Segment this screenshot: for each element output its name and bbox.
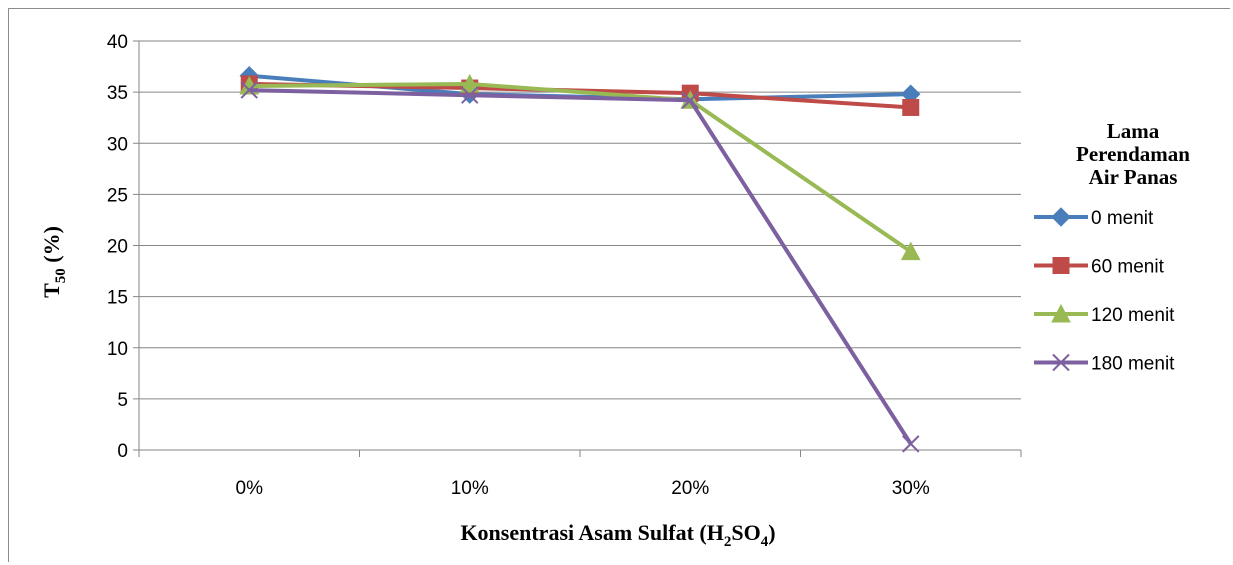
y-tick-labels: 0 5 10 15 20 25 30 35 40 — [107, 32, 128, 462]
x-tick-label: 20% — [671, 478, 709, 499]
legend-title-line-3: Air Panas — [1089, 165, 1178, 189]
legend-item: 120 menit — [1034, 303, 1175, 326]
y-tick-label: 25 — [107, 185, 128, 206]
legend-label: 120 menit — [1091, 305, 1175, 326]
legend-item: 60 menit — [1034, 257, 1165, 278]
y-tick-label: 10 — [107, 339, 128, 360]
legend: Lama Perendaman Air Panas 0 menit 60 meni… — [1034, 119, 1190, 375]
legend-item: 0 menit — [1034, 207, 1154, 229]
data-point — [461, 86, 479, 104]
legend-item: 180 menit — [1034, 354, 1175, 375]
chart-frame — [8, 8, 1230, 562]
legend-title-line-1: Lama — [1107, 119, 1160, 143]
y-tick-label: 15 — [107, 288, 128, 309]
data-point — [900, 241, 921, 261]
series-line — [249, 88, 913, 445]
legend-label: 180 menit — [1091, 354, 1175, 375]
legend-marker — [1052, 353, 1070, 372]
x-tick-labels: 0% 10% 20% 30% — [236, 478, 930, 499]
series-lines — [239, 66, 921, 453]
legend-title-line-2: Perendaman — [1076, 142, 1190, 166]
data-point — [240, 81, 258, 99]
gridlines — [139, 40, 1021, 400]
series-line — [249, 81, 912, 254]
y-tick-label: 40 — [107, 32, 128, 53]
y-axis-title: T50 (%) — [39, 226, 69, 298]
legend-label: 60 menit — [1091, 257, 1165, 278]
series-4 — [240, 81, 920, 453]
x-axis-title: Konsentrasi Asam Sulfat (H2SO4) — [460, 520, 775, 550]
y-tick-label: 35 — [107, 83, 128, 104]
y-tick-label: 0 — [117, 441, 128, 462]
y-tick-label: 30 — [107, 134, 128, 155]
data-point — [681, 91, 699, 110]
legend-marker — [1052, 257, 1070, 274]
legend-marker — [1051, 303, 1071, 323]
legend-marker — [1051, 207, 1071, 227]
y-tick-label: 5 — [117, 390, 128, 411]
y-tick-label: 20 — [107, 237, 128, 258]
data-point — [902, 98, 920, 116]
legend-label: 0 menit — [1091, 208, 1154, 229]
data-point — [459, 73, 480, 93]
x-tick-label: 30% — [892, 478, 930, 499]
x-tick-label: 0% — [236, 478, 264, 499]
x-tick-label: 10% — [451, 478, 489, 499]
data-point — [902, 435, 920, 453]
axes — [133, 40, 1022, 457]
